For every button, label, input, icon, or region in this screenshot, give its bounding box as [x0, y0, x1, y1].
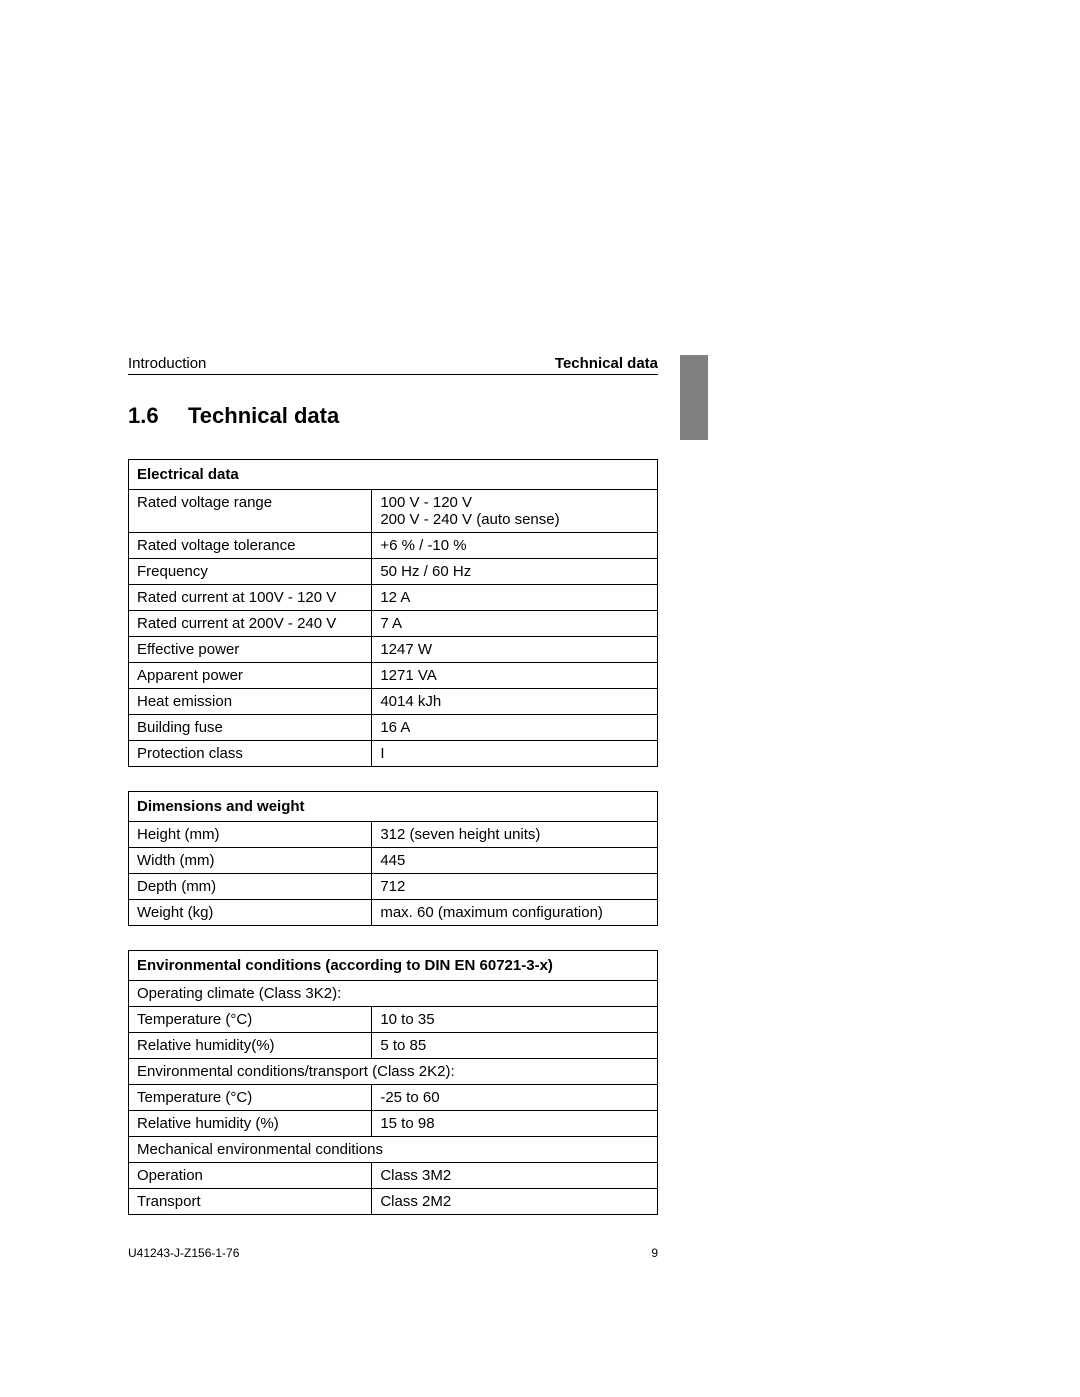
table-cell-label: Rated current at 200V - 240 V — [129, 611, 372, 637]
table-cell-full: Mechanical environmental conditions — [129, 1137, 658, 1163]
table-cell-label: Temperature (°C) — [129, 1085, 372, 1111]
table-cell-label: Building fuse — [129, 715, 372, 741]
table-cell-value: 10 to 35 — [372, 1007, 658, 1033]
table-cell-label: Heat emission — [129, 689, 372, 715]
table-cell-label: Apparent power — [129, 663, 372, 689]
footer-doc-id: U41243-J-Z156-1-76 — [128, 1246, 239, 1260]
environmental-conditions-table: Environmental conditions (according to D… — [128, 950, 658, 1215]
table-cell-value: 5 to 85 — [372, 1033, 658, 1059]
table-row: Rated voltage tolerance+6 % / -10 % — [129, 533, 658, 559]
table-row: Heat emission4014 kJh — [129, 689, 658, 715]
table-row: Rated current at 200V - 240 V7 A — [129, 611, 658, 637]
page-footer: U41243-J-Z156-1-76 9 — [128, 1242, 658, 1260]
table-cell-value: max. 60 (maximum configuration) — [372, 900, 658, 926]
table-row: Relative humidity(%)5 to 85 — [129, 1033, 658, 1059]
table-row: OperationClass 3M2 — [129, 1163, 658, 1189]
header-left: Introduction — [128, 355, 206, 372]
table-row: Height (mm)312 (seven height units) — [129, 822, 658, 848]
table-cell-label: Width (mm) — [129, 848, 372, 874]
table-cell-value: 712 — [372, 874, 658, 900]
table-cell-value: 1247 W — [372, 637, 658, 663]
table-cell-label: Operation — [129, 1163, 372, 1189]
table-row: Frequency50 Hz / 60 Hz — [129, 559, 658, 585]
table-cell-label: Protection class — [129, 741, 372, 767]
table-cell-value: 15 to 98 — [372, 1111, 658, 1137]
table-cell-label: Relative humidity (%) — [129, 1111, 372, 1137]
table-row: Rated current at 100V - 120 V12 A — [129, 585, 658, 611]
table-cell-label: Relative humidity(%) — [129, 1033, 372, 1059]
page-content: Introduction Technical data 1.6Technical… — [128, 355, 658, 1239]
table-row: Relative humidity (%)15 to 98 — [129, 1111, 658, 1137]
table-row: Width (mm)445 — [129, 848, 658, 874]
side-tab — [680, 355, 708, 440]
running-header: Introduction Technical data — [128, 355, 658, 375]
table-header: Dimensions and weight — [129, 792, 658, 822]
table-row: Operating climate (Class 3K2): — [129, 981, 658, 1007]
table-row: Effective power1247 W — [129, 637, 658, 663]
table-row: Depth (mm)712 — [129, 874, 658, 900]
electrical-data-table: Electrical data Rated voltage range100 V… — [128, 459, 658, 767]
table-cell-value: -25 to 60 — [372, 1085, 658, 1111]
table-row: TransportClass 2M2 — [129, 1189, 658, 1215]
section-heading: 1.6Technical data — [128, 403, 658, 429]
table-row: Protection classI — [129, 741, 658, 767]
table-cell-label: Depth (mm) — [129, 874, 372, 900]
table-cell-value: 312 (seven height units) — [372, 822, 658, 848]
table-row: Building fuse16 A — [129, 715, 658, 741]
table-cell-value: Class 2M2 — [372, 1189, 658, 1215]
table-cell-value: I — [372, 741, 658, 767]
table-cell-label: Height (mm) — [129, 822, 372, 848]
table-cell-value: Class 3M2 — [372, 1163, 658, 1189]
table-cell-label: Rated voltage range — [129, 490, 372, 533]
section-number: 1.6 — [128, 403, 188, 429]
table-cell-label: Effective power — [129, 637, 372, 663]
table-cell-value: +6 % / -10 % — [372, 533, 658, 559]
table-cell-label: Temperature (°C) — [129, 1007, 372, 1033]
dimensions-weight-table: Dimensions and weight Height (mm)312 (se… — [128, 791, 658, 926]
footer-page-number: 9 — [651, 1246, 658, 1260]
table-row: Temperature (°C)-25 to 60 — [129, 1085, 658, 1111]
header-right: Technical data — [555, 355, 658, 372]
table-cell-value: 7 A — [372, 611, 658, 637]
section-title-text: Technical data — [188, 403, 339, 428]
table-row: Temperature (°C)10 to 35 — [129, 1007, 658, 1033]
table-header: Environmental conditions (according to D… — [129, 951, 658, 981]
table-cell-value: 100 V - 120 V200 V - 240 V (auto sense) — [372, 490, 658, 533]
table-cell-value: 12 A — [372, 585, 658, 611]
table-cell-label: Weight (kg) — [129, 900, 372, 926]
table-row: Environmental conditions/transport (Clas… — [129, 1059, 658, 1085]
table-cell-value: 4014 kJh — [372, 689, 658, 715]
table-header: Electrical data — [129, 460, 658, 490]
table-cell-label: Frequency — [129, 559, 372, 585]
table-row: Mechanical environmental conditions — [129, 1137, 658, 1163]
table-row: Rated voltage range100 V - 120 V200 V - … — [129, 490, 658, 533]
table-cell-label: Transport — [129, 1189, 372, 1215]
table-cell-value: 445 — [372, 848, 658, 874]
table-cell-value: 50 Hz / 60 Hz — [372, 559, 658, 585]
table-cell-label: Rated current at 100V - 120 V — [129, 585, 372, 611]
table-row: Apparent power1271 VA — [129, 663, 658, 689]
table-cell-value: 1271 VA — [372, 663, 658, 689]
table-row: Weight (kg)max. 60 (maximum configuratio… — [129, 900, 658, 926]
table-cell-label: Rated voltage tolerance — [129, 533, 372, 559]
table-cell-full: Environmental conditions/transport (Clas… — [129, 1059, 658, 1085]
table-cell-value: 16 A — [372, 715, 658, 741]
table-cell-full: Operating climate (Class 3K2): — [129, 981, 658, 1007]
